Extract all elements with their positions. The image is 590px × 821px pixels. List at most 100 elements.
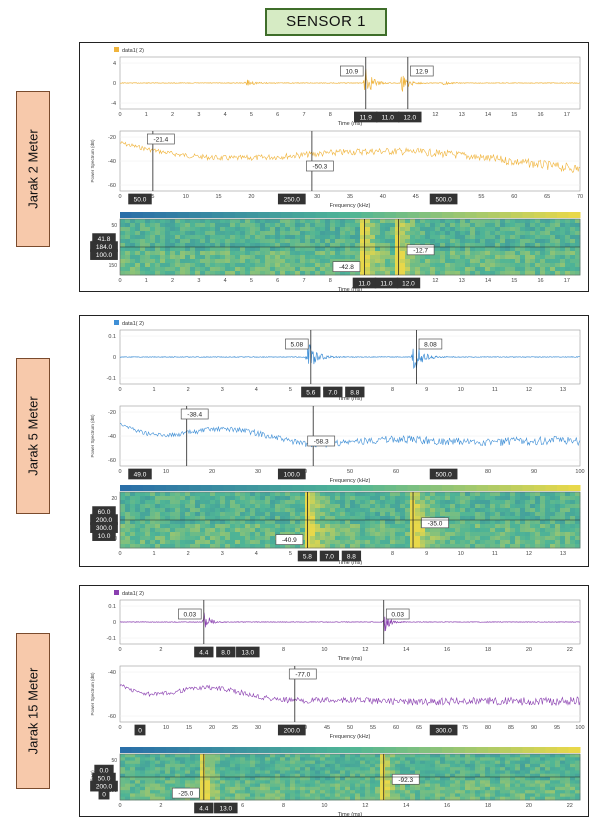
spectrum-cursor-label: -38.4 xyxy=(187,412,202,419)
spectrogram-cell xyxy=(400,770,406,775)
spectrogram-cell xyxy=(355,757,361,761)
spectrogram-cell xyxy=(325,528,331,533)
spectrogram-cell xyxy=(505,770,511,775)
spectrogram-cell xyxy=(360,763,366,768)
spectrogram-cell xyxy=(175,528,181,533)
spectrogram-cell xyxy=(145,532,151,537)
spectrogram-cell xyxy=(120,247,126,252)
spectrogram-cell xyxy=(430,757,436,761)
spectrogram-cell xyxy=(250,239,256,244)
spectrogram-axis-tag: 4.4 xyxy=(199,806,208,813)
spectrogram-cell xyxy=(280,783,286,788)
spectrogram-cell xyxy=(490,251,496,256)
spectrogram-cell xyxy=(180,219,186,224)
spectrogram-cell xyxy=(220,227,226,232)
spectrogram-cell xyxy=(370,496,376,501)
spectrogram-cell xyxy=(145,757,151,761)
spectrogram-cell xyxy=(425,770,431,775)
spectrogram-cell xyxy=(275,239,281,244)
spectrogram-cell xyxy=(575,516,581,521)
spectrogram-cell xyxy=(440,251,446,256)
spectrogram-cell xyxy=(275,793,281,798)
spectrogram-cell xyxy=(185,247,191,252)
spectrogram-cell xyxy=(460,777,466,781)
colorbar-segment xyxy=(327,485,339,491)
spectrogram-cell xyxy=(435,770,441,775)
spectrogram-cell xyxy=(345,780,351,784)
spectrogram-cell xyxy=(480,500,486,505)
spectrogram-cell xyxy=(150,770,156,775)
spectrogram-cell xyxy=(330,516,336,521)
spectrogram-cell xyxy=(140,773,146,778)
spectrogram-cell xyxy=(125,219,131,224)
spectrogram-cell xyxy=(420,532,426,537)
spectrogram-cell xyxy=(175,255,181,260)
spectrogram-cell xyxy=(290,516,296,521)
spectrogram-cell xyxy=(240,492,246,497)
spectrogram-cell xyxy=(530,767,536,771)
spectrogram-cell xyxy=(555,773,561,778)
spectrum-series-line xyxy=(119,141,581,173)
spectrogram-cell xyxy=(415,763,421,768)
spectrogram-cell xyxy=(145,271,151,276)
spectrogram-cell xyxy=(550,524,556,529)
spectrogram-cell xyxy=(455,251,461,256)
spectrogram-cell xyxy=(130,219,136,224)
spectrogram-cell xyxy=(340,508,346,513)
spectrogram-cell xyxy=(325,770,331,775)
spectrogram-cell xyxy=(460,231,466,236)
spectrogram-cell xyxy=(385,500,391,505)
spectrogram-cell xyxy=(160,251,166,256)
spectrogram-cell xyxy=(220,780,226,784)
spectrogram-cell xyxy=(155,508,161,513)
spectrogram-cell xyxy=(235,790,241,794)
spectrogram-cell xyxy=(530,219,536,224)
spectrogram-cell xyxy=(295,532,301,537)
spectrogram-cell xyxy=(465,508,471,513)
spectrogram-cell xyxy=(380,780,386,784)
spectrogram-cell xyxy=(270,757,276,761)
spectrogram-cell xyxy=(440,786,446,791)
spectrogram-cell xyxy=(435,251,441,256)
spectrogram-cell xyxy=(340,780,346,784)
spectrogram-cell xyxy=(520,790,526,794)
spectrogram-cell xyxy=(485,504,491,509)
spectrogram-cell xyxy=(230,780,236,784)
spectrogram-cell xyxy=(175,251,181,256)
spectrogram-cell xyxy=(280,263,286,268)
colorbar-segment xyxy=(223,747,236,753)
spectrogram-cell xyxy=(200,512,206,517)
spectrogram-cell xyxy=(295,496,301,501)
spectrogram-cell xyxy=(170,223,176,228)
spectrogram-cell xyxy=(515,777,521,781)
spectrum-cursor-label: -58.3 xyxy=(314,439,329,446)
spectrogram-cell xyxy=(375,757,381,761)
spectrogram-cell xyxy=(340,767,346,771)
spectrogram-cell xyxy=(375,763,381,768)
spectrogram-cell xyxy=(125,770,131,775)
spectrogram-cell xyxy=(310,243,316,248)
spectrogram-cell xyxy=(315,223,321,228)
colorbar-segment xyxy=(430,212,443,218)
spectrogram-cell xyxy=(320,271,326,276)
colorbar-segment xyxy=(442,212,454,218)
spectrogram-cell xyxy=(240,763,246,768)
spectrogram-cell xyxy=(240,780,246,784)
spectrogram-cell xyxy=(195,235,201,240)
spectrogram-cell xyxy=(570,763,576,768)
spectrogram-cell xyxy=(120,255,126,260)
spectrogram-cell xyxy=(375,504,381,509)
spectrogram-cell xyxy=(375,520,381,525)
spectrogram-cell xyxy=(455,783,461,788)
spectrogram-cell xyxy=(300,227,306,232)
spectrogram-cell xyxy=(370,235,376,240)
spectrogram-cell xyxy=(450,508,456,513)
spectrogram-cell xyxy=(510,251,516,256)
spectrogram-cell xyxy=(320,783,326,788)
spectrogram-cell xyxy=(420,267,426,272)
spectrogram-cell xyxy=(505,520,511,525)
spectrogram-cell xyxy=(360,544,366,549)
spectrogram-cell xyxy=(520,239,526,244)
spectrogram-cell xyxy=(250,516,256,521)
colorbar-segment xyxy=(338,747,351,753)
